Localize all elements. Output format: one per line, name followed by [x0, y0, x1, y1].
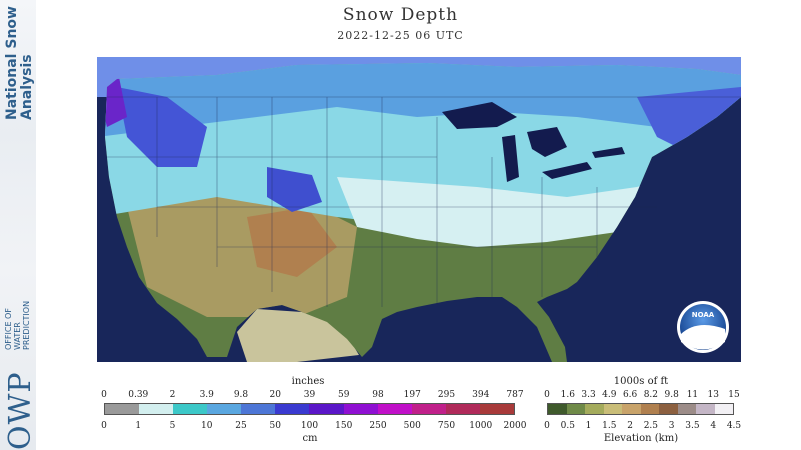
snow-depth-color-bar — [104, 403, 515, 415]
snow-deep-west — [117, 87, 207, 167]
snow-swatch — [309, 404, 344, 414]
elev-swatch — [603, 404, 622, 414]
elev-bottom-tick: 2 — [627, 421, 633, 431]
snow-top-tick: 59 — [338, 390, 350, 400]
elev-top-tick: 9.8 — [664, 390, 679, 400]
office-line-1: OFFICE OF — [4, 308, 13, 350]
snow-swatch — [139, 404, 174, 414]
snow-swatch — [343, 404, 378, 414]
snow-swatch — [241, 404, 276, 414]
snow-bottom-tick: 2000 — [503, 421, 527, 431]
snow-bottom-tick: 1000 — [469, 421, 493, 431]
snow-bottom-tick: 25 — [235, 421, 247, 431]
elev-bottom-tick: 4 — [710, 421, 717, 431]
snow-bottom-tick: 250 — [369, 421, 387, 431]
lake-ontario — [592, 147, 625, 158]
elev-swatch — [714, 404, 733, 414]
snow-top-tick: 20 — [269, 390, 281, 400]
snow-bottom-tick: 1 — [135, 421, 142, 431]
office-line-3: PREDICTION — [22, 300, 31, 350]
elev-top-tick: 13 — [707, 390, 719, 400]
snow-purple-northwest — [105, 77, 127, 127]
elevation-legend-top-unit: 1000s of ft — [613, 376, 669, 387]
map-datetime: 2022-12-25 06 UTC — [337, 29, 464, 42]
elevation-legend-bottom-unit: Elevation (km) — [603, 433, 679, 444]
elev-bottom-tick: 3 — [668, 421, 675, 431]
elev-top-tick: 15 — [728, 390, 740, 400]
snow-legend-bottom-unit: cm — [302, 433, 318, 444]
snow-top-tick: 9.8 — [233, 390, 249, 400]
lake-huron — [527, 127, 567, 157]
snow-top-tick: 787 — [506, 390, 524, 400]
snow-top-tick: 2 — [169, 390, 176, 400]
elev-swatch — [677, 404, 696, 414]
snow-bottom-tick: 10 — [201, 421, 213, 431]
elev-top-tick: 1.6 — [560, 390, 575, 400]
elev-bottom-tick: 0 — [544, 421, 550, 431]
snow-bottom-tick: 0 — [101, 421, 107, 431]
snow-bottom-tick: 5 — [169, 421, 176, 431]
lake-erie — [542, 162, 592, 179]
elev-top-tick: 6.6 — [622, 390, 638, 400]
elev-top-tick: 11 — [686, 390, 699, 400]
snow-bottom-tick: 750 — [437, 421, 456, 431]
elev-bottom-tick: 2.5 — [643, 421, 659, 431]
owp-logo: OWP — [3, 371, 36, 450]
snow-swatch — [173, 404, 208, 414]
snow-bottom-tick: 500 — [403, 421, 421, 431]
map-svg: NOAA — [97, 57, 741, 362]
snow-top-tick: 98 — [372, 390, 384, 400]
snow-top-tick: 3.9 — [199, 390, 214, 400]
snow-top-tick: 295 — [437, 390, 456, 400]
snow-bottom-tick: 150 — [335, 421, 353, 431]
snow-top-tick: 39 — [303, 390, 316, 400]
snow-swatch — [411, 404, 446, 414]
snow-swatch — [377, 404, 412, 414]
lake-superior — [442, 102, 517, 129]
elev-swatch — [659, 404, 678, 414]
elev-top-tick: 0 — [544, 390, 550, 400]
elev-swatch — [566, 404, 585, 414]
elev-bottom-tick: 1 — [585, 421, 592, 431]
branding-strip: National Snow Analysis OFFICE OF WATER P… — [0, 0, 36, 450]
snow-top-tick: 0.39 — [128, 390, 149, 400]
rockies-terrain — [247, 207, 337, 277]
lake-michigan — [502, 135, 519, 182]
noaa-logo-text: NOAA — [692, 311, 715, 319]
elev-bottom-tick: 4.5 — [726, 421, 742, 431]
snow-swatch — [445, 404, 480, 414]
elev-top-tick: 8.2 — [643, 390, 659, 400]
snow-deep-rockies — [267, 167, 322, 212]
office-line-2: WATER — [13, 322, 22, 350]
snow-legend-top-unit: inches — [291, 376, 325, 387]
state-borders — [107, 96, 741, 307]
snow-swatch — [105, 404, 140, 414]
elev-swatch — [696, 404, 715, 414]
elev-bottom-tick: 1.5 — [602, 421, 617, 431]
elev-bottom-tick: 3.5 — [685, 421, 700, 431]
snow-swatch — [479, 404, 514, 414]
elev-bottom-tick: 0.5 — [560, 421, 575, 431]
elev-top-tick: 4.9 — [602, 390, 617, 400]
snow-depth-map: NOAA — [97, 57, 741, 362]
snow-bottom-tick: 50 — [269, 421, 281, 431]
elevation-color-bar — [547, 403, 734, 415]
page-title: Snow Depth — [342, 5, 459, 25]
elev-swatch — [548, 404, 567, 414]
elev-swatch — [585, 404, 604, 414]
snow-top-tick: 394 — [472, 390, 490, 400]
elev-swatch — [622, 404, 641, 414]
elev-swatch — [640, 404, 659, 414]
snow-top-tick: 197 — [403, 390, 421, 400]
snow-swatch — [275, 404, 310, 414]
snow-swatch — [207, 404, 242, 414]
snow-top-tick: 0 — [101, 390, 107, 400]
elev-top-tick: 3.3 — [581, 390, 596, 400]
snow-bottom-tick: 100 — [300, 421, 319, 431]
noaa-logo: NOAA — [677, 301, 729, 353]
